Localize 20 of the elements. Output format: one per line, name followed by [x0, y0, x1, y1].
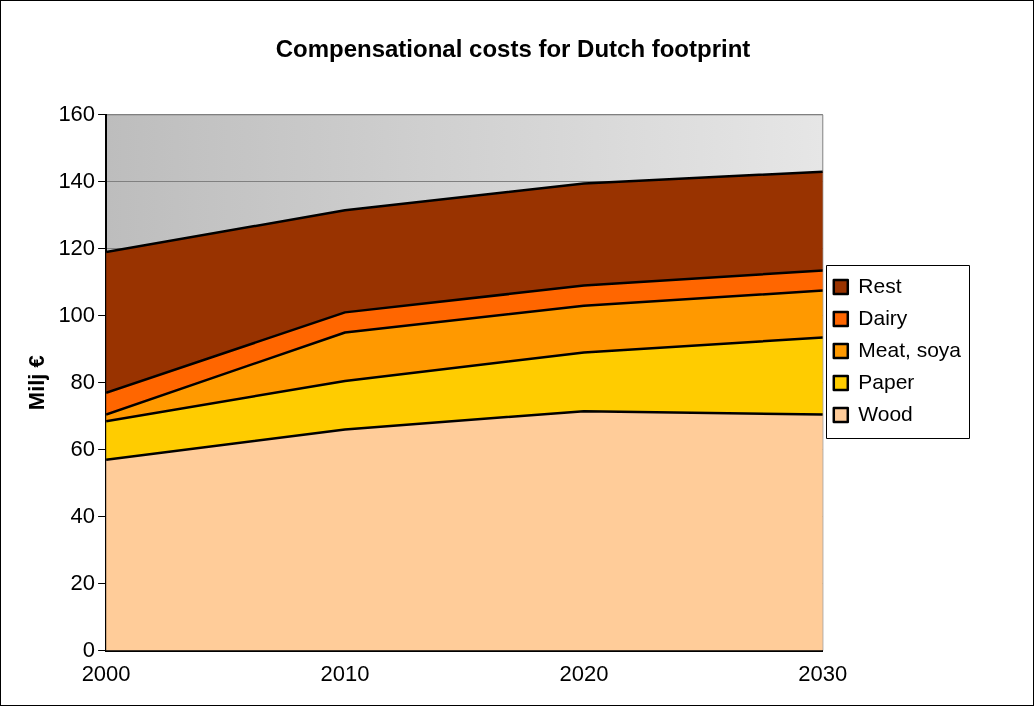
y-tick-label: 60: [70, 435, 96, 461]
y-tick-label: 160: [58, 100, 96, 126]
y-tick-label: 120: [58, 234, 96, 260]
x-tick-label: 2000: [81, 660, 131, 686]
legend-label: Paper: [858, 369, 915, 393]
chart-title: Compensational costs for Dutch footprint: [275, 35, 751, 63]
y-tick-label: 100: [58, 301, 96, 327]
x-tick-label: 2030: [798, 660, 848, 686]
legend-label: Meat, soya: [858, 337, 962, 361]
x-tick-label: 2010: [320, 660, 370, 686]
y-tick-label: 0: [82, 636, 96, 662]
x-tick-label: 2020: [559, 660, 609, 686]
y-tick-label: 20: [70, 569, 96, 595]
legend-label: Wood: [858, 401, 913, 425]
y-tick-label: 80: [70, 368, 96, 394]
y-tick-label: 140: [58, 167, 96, 193]
legend-label: Rest: [858, 273, 902, 297]
y-axis-title: Milj €: [24, 355, 50, 411]
legend-label: Dairy: [858, 305, 908, 329]
y-tick-label: 40: [70, 502, 96, 528]
